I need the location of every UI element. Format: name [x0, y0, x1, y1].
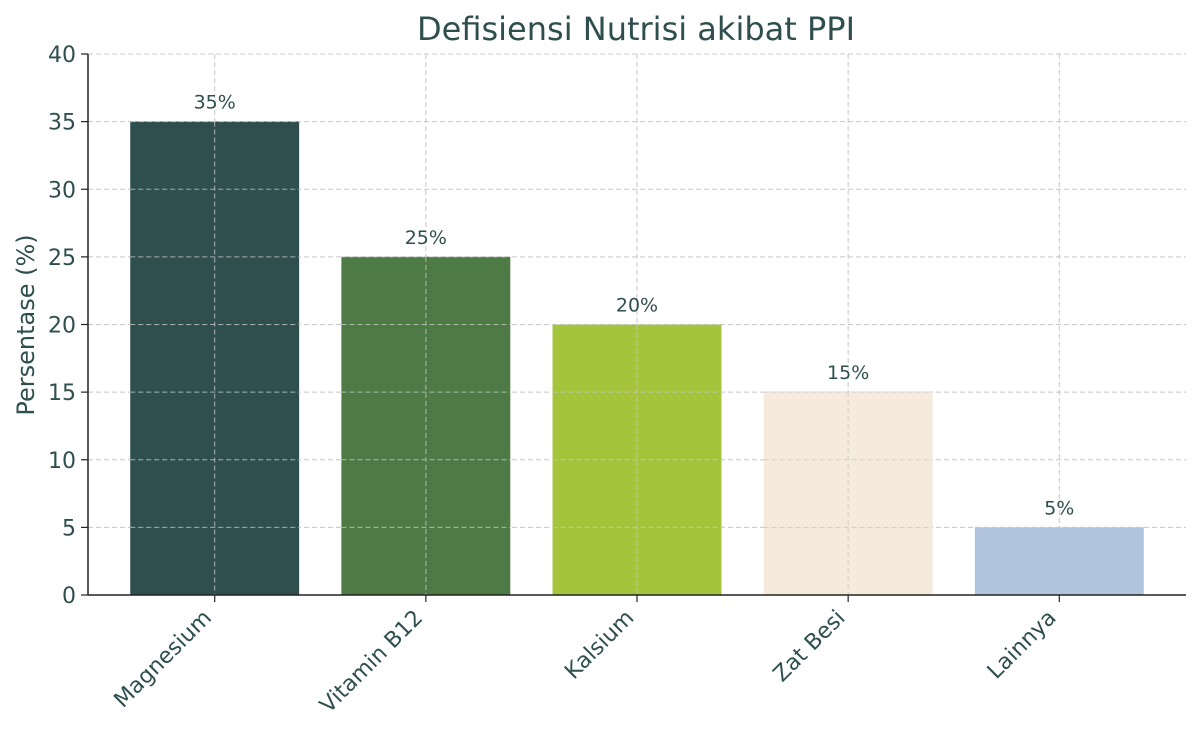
y-tick-label: 15: [48, 381, 76, 406]
data-label: 25%: [405, 227, 447, 249]
x-tick-label: Lainnya: [983, 606, 1062, 685]
data-label: 15%: [827, 362, 869, 384]
bars: [130, 121, 1144, 595]
chart-title: Defisiensi Nutrisi akibat PPI: [417, 10, 855, 48]
y-tick-label: 35: [48, 111, 76, 136]
y-tick-label: 20: [48, 314, 76, 339]
x-tick-label: Zat Besi: [769, 606, 851, 688]
y-tick-label: 25: [48, 246, 76, 271]
data-label: 5%: [1044, 497, 1074, 519]
axes: [81, 53, 1186, 602]
x-tick-label: Kalsium: [560, 606, 639, 685]
data-label: 20%: [616, 295, 658, 317]
data-label: 35%: [194, 92, 236, 114]
y-tick-label: 30: [48, 178, 76, 203]
x-tick-label: Magnesium: [110, 606, 217, 713]
y-tick-label: 5: [62, 516, 76, 541]
x-tick-label: Vitamin B12: [315, 606, 428, 719]
y-tick-label: 40: [48, 43, 76, 68]
y-tick-label: 0: [62, 584, 76, 609]
y-tick-label: 10: [48, 449, 76, 474]
y-axis-label: Persentase (%): [12, 234, 40, 415]
